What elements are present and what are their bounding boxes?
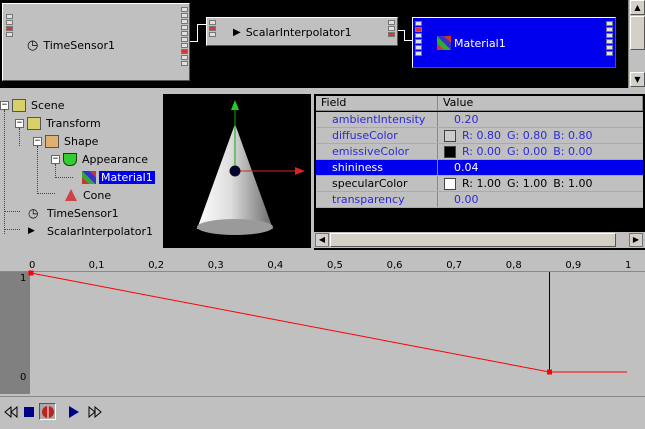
color-swatch[interactable]: [444, 129, 456, 142]
table-header: Field Value: [316, 96, 643, 111]
rewind-button[interactable]: [2, 403, 19, 420]
scroll-thumb[interactable]: [330, 233, 616, 247]
playback-controls: [0, 396, 645, 429]
output-ports[interactable]: [388, 20, 395, 37]
stop-icon: [23, 406, 34, 417]
column-header-value: Value: [438, 96, 643, 111]
route-node-timesensor[interactable]: ◷ TimeSensor1: [2, 3, 190, 81]
rewind-icon: [3, 405, 17, 418]
route-wire: [404, 40, 412, 41]
y-label-max: 1: [20, 273, 27, 284]
interpolator-icon: ▶: [233, 27, 241, 38]
route-node-material[interactable]: Material1: [412, 17, 616, 68]
interpolator-curve[interactable]: [0, 254, 645, 394]
timeline-tick-label: 0,3: [207, 260, 224, 271]
field-row-ambientintensity[interactable]: ambientIntensity 0.20: [316, 112, 643, 128]
play-icon: [68, 405, 79, 418]
y-label-min: 0: [20, 372, 27, 383]
scene-tree[interactable]: − Scene − Transform − Shape − Appearance…: [0, 94, 160, 250]
stop-button[interactable]: [20, 403, 37, 420]
tree-item-cone[interactable]: Cone: [64, 187, 113, 203]
timeline-tick-label: 0,9: [565, 260, 582, 271]
material-icon: [82, 170, 96, 184]
route-node-scalarinterpolator[interactable]: ▶ ScalarInterpolator1: [206, 17, 398, 46]
color-swatch[interactable]: [444, 177, 456, 190]
tree-item-timesensor[interactable]: ◷ TimeSensor1: [28, 205, 119, 220]
scroll-right-icon[interactable]: ▶: [629, 233, 643, 247]
input-ports[interactable]: [6, 14, 13, 37]
timeline-value-axis: 1 0: [0, 272, 30, 394]
field-row-transparency[interactable]: transparency 0.00: [316, 192, 643, 208]
input-ports[interactable]: [415, 21, 422, 56]
tree-item-scene[interactable]: − Scene: [0, 98, 65, 112]
play-button[interactable]: [65, 403, 82, 420]
interpolator-icon: ▶: [28, 225, 35, 236]
timeline-tick-label: 0,7: [446, 260, 463, 271]
timeline-tick-label: 0,1: [88, 260, 105, 271]
manipulator-handle[interactable]: [229, 165, 241, 177]
route-wire: [190, 41, 198, 42]
field-row-emissivecolor[interactable]: emissiveColor R: 0.00 G: 0.00 B: 0.00: [316, 144, 643, 160]
collapse-icon[interactable]: −: [33, 135, 42, 146]
timeline-tick-label: 0,6: [386, 260, 403, 271]
timeline-tick-label: 0: [29, 260, 36, 271]
timeline-ruler[interactable]: 0 0,1 0,2 0,3 0,4 0,5 0,6 0,7 0,8 0,9 1: [0, 254, 645, 272]
tree-item-appearance[interactable]: − Appearance: [51, 152, 149, 166]
fast-forward-button[interactable]: [86, 403, 103, 420]
scroll-thumb[interactable]: [630, 16, 645, 50]
color-swatch[interactable]: [444, 145, 456, 158]
scroll-down-icon[interactable]: ▼: [630, 72, 645, 87]
y-axis-handle-icon[interactable]: [231, 100, 239, 110]
tree-item-shape[interactable]: − Shape: [33, 134, 99, 148]
3d-viewport[interactable]: [163, 94, 311, 248]
timeline-tick-label: 0,4: [267, 260, 284, 271]
material-icon: [437, 36, 451, 50]
cone-icon: [64, 188, 78, 202]
transform-icon: [27, 116, 41, 130]
route-wire: [197, 24, 198, 42]
route-editor-scrollbar[interactable]: ▲ ▼: [628, 0, 645, 88]
tree-item-material[interactable]: Material1: [82, 169, 155, 185]
curve-line: [30, 272, 627, 373]
route-wire: [404, 30, 405, 40]
column-header-field: Field: [316, 96, 438, 111]
collapse-icon[interactable]: −: [0, 99, 9, 110]
route-wire: [398, 30, 404, 31]
fast-forward-icon: [88, 405, 102, 418]
field-table-scrollbar[interactable]: ◀ ▶: [314, 232, 645, 248]
field-row-diffusecolor[interactable]: diffuseColor R: 0.80 G: 0.80 B: 0.80: [316, 128, 643, 144]
field-row-specularcolor[interactable]: specularColor R: 1.00 G: 1.00 B: 1.00: [316, 176, 643, 192]
timeline-editor[interactable]: 0 0,1 0,2 0,3 0,4 0,5 0,6 0,7 0,8 0,9 1 1 0: [0, 254, 645, 394]
shape-icon: [45, 134, 59, 148]
timeline-tick-label: 0,5: [327, 260, 343, 271]
field-row-shininess[interactable]: shininess 0.04: [316, 160, 643, 176]
route-wire: [197, 24, 207, 25]
timeline-tick-label: 0,2: [148, 260, 165, 271]
record-icon: [41, 405, 54, 418]
scroll-left-icon[interactable]: ◀: [315, 233, 329, 247]
tree-item-scalarinterpolator[interactable]: ▶ ScalarInterpolator1: [28, 224, 153, 238]
keyframe-point[interactable]: [28, 270, 34, 276]
route-editor[interactable]: ◷ TimeSensor1 ▶ ScalarInterpolator1 Mate…: [0, 0, 628, 88]
output-ports[interactable]: [181, 7, 188, 66]
x-axis-handle-icon[interactable]: [295, 167, 305, 175]
clock-icon: ◷: [27, 38, 39, 53]
appearance-icon: [63, 152, 77, 166]
timeline-tick-label: 1: [625, 260, 632, 271]
scroll-up-icon[interactable]: ▲: [630, 0, 645, 15]
input-ports[interactable]: [209, 20, 216, 37]
collapse-icon[interactable]: −: [15, 117, 24, 128]
scene-icon: [12, 98, 26, 112]
field-table[interactable]: Field Value ambientIntensity 0.20 diffus…: [314, 94, 645, 250]
keyframe-point[interactable]: [547, 369, 553, 375]
timeline-tick-label: 0,8: [505, 260, 522, 271]
tree-item-transform[interactable]: − Transform: [15, 116, 101, 130]
clock-icon: ◷: [28, 205, 39, 220]
record-button[interactable]: [39, 403, 56, 420]
output-ports[interactable]: [606, 21, 613, 56]
collapse-icon[interactable]: −: [51, 153, 60, 164]
